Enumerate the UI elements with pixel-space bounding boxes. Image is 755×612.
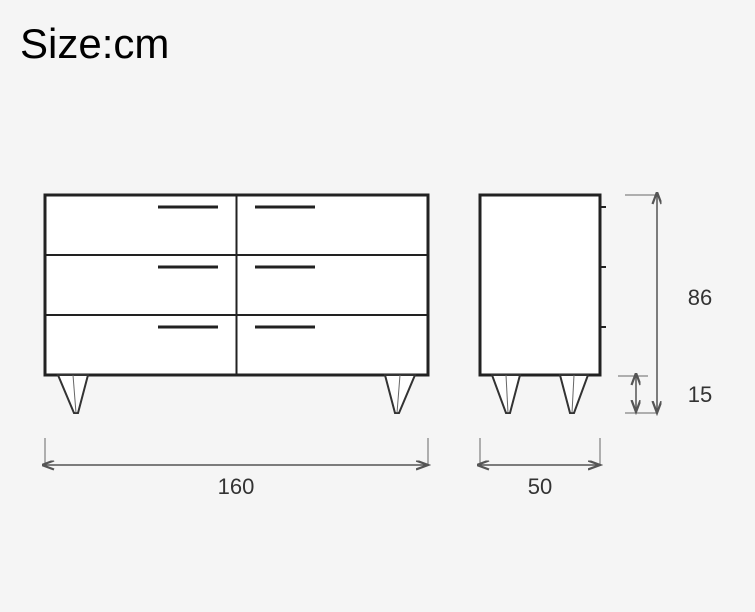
front-width-label: 160 bbox=[218, 474, 255, 499]
side-height-label: 86 bbox=[688, 285, 712, 310]
side-depth-label: 50 bbox=[528, 474, 552, 499]
side-leg-label: 15 bbox=[688, 382, 712, 407]
diagram-svg: 160 50 86 15 bbox=[0, 0, 755, 612]
front-view: 160 bbox=[45, 195, 428, 499]
side-cabinet-body bbox=[480, 195, 600, 375]
side-view: 50 86 15 bbox=[480, 195, 712, 499]
